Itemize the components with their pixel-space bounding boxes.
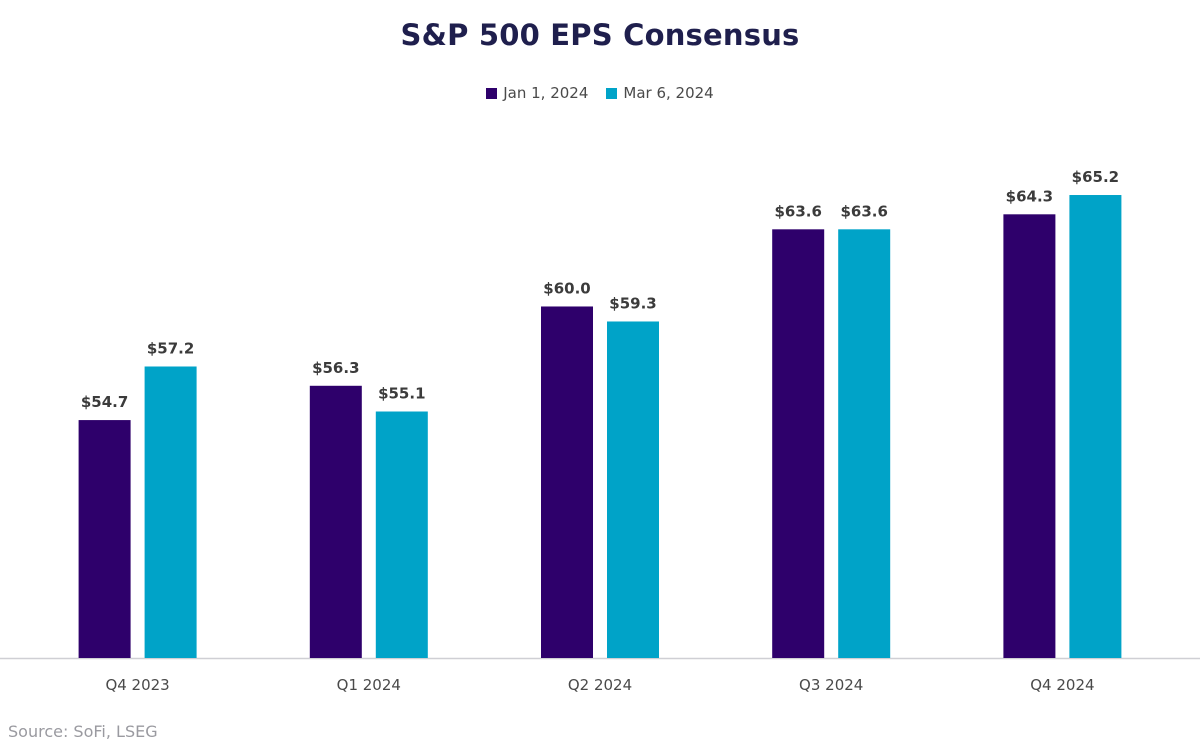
data-label-q3-2024-series-1: $63.6 xyxy=(840,202,887,220)
data-label-q1-2024-series-1: $55.1 xyxy=(378,385,425,403)
bar-q4-2023-series-0 xyxy=(78,420,131,658)
x-tick-label-q4-2024: Q4 2024 xyxy=(1030,676,1094,694)
legend-label-mar: Mar 6, 2024 xyxy=(623,84,714,102)
data-label-q3-2024-series-0: $63.6 xyxy=(774,202,821,220)
x-tick-label-q4-2023: Q4 2023 xyxy=(105,676,169,694)
bar-q3-2024-series-0 xyxy=(772,229,825,658)
bar-q1-2024-series-1 xyxy=(375,411,428,658)
data-label-q2-2024-series-0: $60.0 xyxy=(543,279,590,297)
legend-item-mar: Mar 6, 2024 xyxy=(606,84,714,102)
data-label-q4-2023-series-0: $54.7 xyxy=(81,393,128,411)
legend: Jan 1, 2024 Mar 6, 2024 xyxy=(0,84,1200,102)
bar-q2-2024-series-0 xyxy=(541,306,593,658)
legend-swatch-mar xyxy=(606,87,618,99)
bar-q3-2024-series-1 xyxy=(838,229,891,658)
chart-title: S&P 500 EPS Consensus xyxy=(400,18,800,52)
legend-swatch-jan xyxy=(486,87,498,99)
bar-q4-2024-series-0 xyxy=(1003,214,1056,658)
data-label-q4-2023-series-1: $57.2 xyxy=(147,339,194,357)
data-label-q4-2024-series-0: $64.3 xyxy=(1006,187,1053,205)
bar-q1-2024-series-0 xyxy=(309,385,362,658)
source-note: Source: SoFi, LSEG xyxy=(8,722,158,741)
data-label-q2-2024-series-1: $59.3 xyxy=(609,294,656,312)
legend-label-jan: Jan 1, 2024 xyxy=(503,84,589,102)
x-tick-label-q3-2024: Q3 2024 xyxy=(799,676,863,694)
bar-q4-2024-series-1 xyxy=(1069,195,1122,659)
bar-q4-2023-series-1 xyxy=(144,366,197,658)
legend-item-jan: Jan 1, 2024 xyxy=(486,84,588,102)
data-label-q1-2024-series-0: $56.3 xyxy=(312,359,359,377)
data-label-q4-2024-series-1: $65.2 xyxy=(1072,168,1119,186)
bar-q2-2024-series-1 xyxy=(607,321,659,658)
x-tick-label-q2-2024: Q2 2024 xyxy=(568,676,632,694)
x-tick-label-q1-2024: Q1 2024 xyxy=(337,676,401,694)
